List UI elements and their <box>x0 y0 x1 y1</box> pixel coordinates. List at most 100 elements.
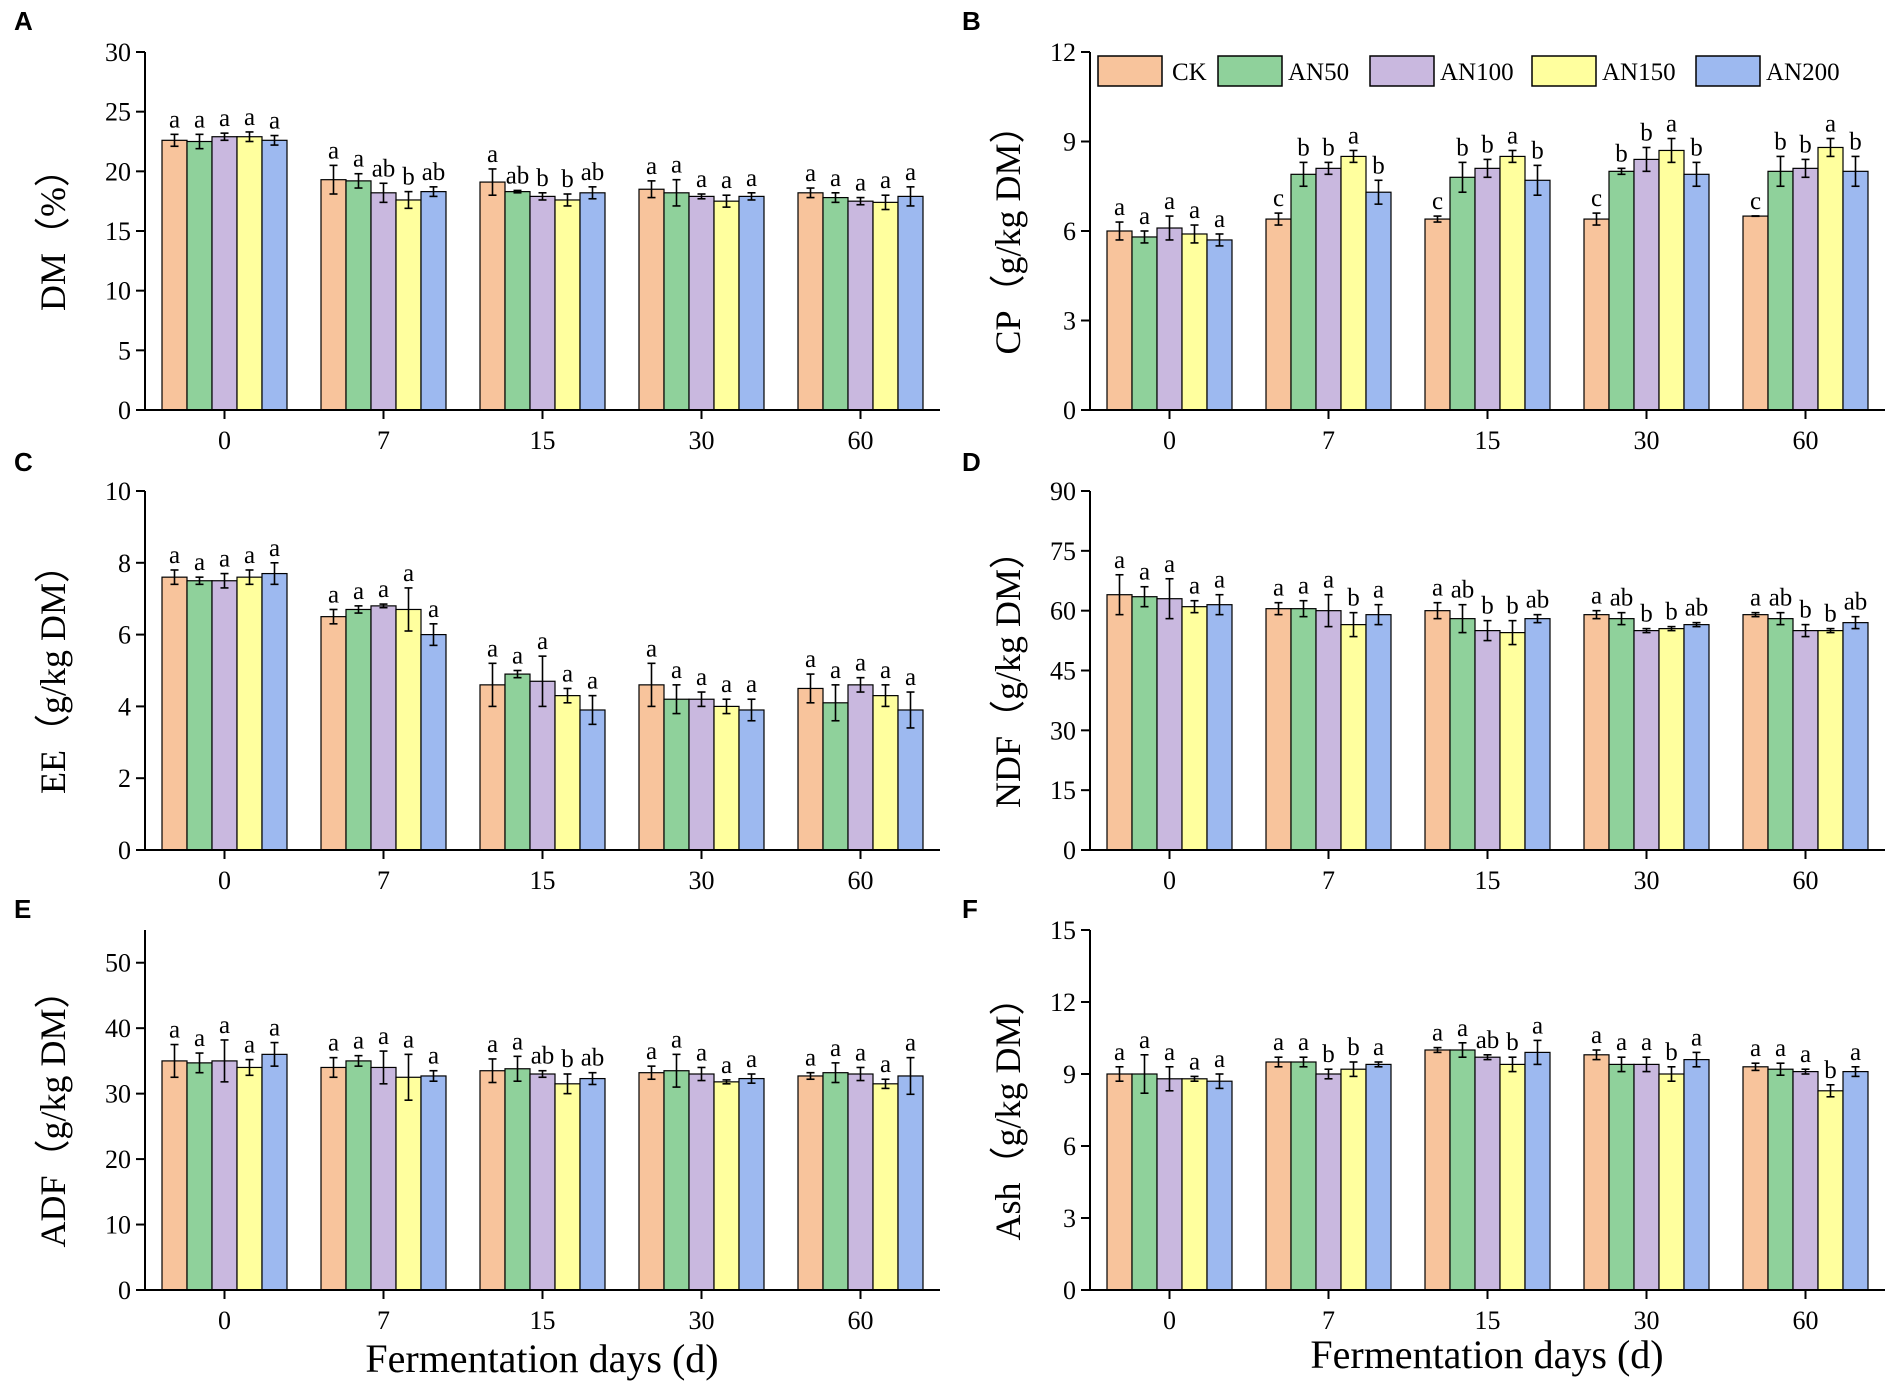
bar-an200 <box>1524 1051 1551 1291</box>
significance-letter: a <box>1457 1015 1468 1042</box>
bar-an200 <box>897 195 924 411</box>
bar-an100 <box>1156 598 1183 851</box>
bar-ck <box>320 616 347 851</box>
significance-letter: b <box>536 165 549 192</box>
bar-an200 <box>579 192 606 411</box>
bar-an150 <box>395 608 422 851</box>
legend-swatch-an100 <box>1369 55 1435 87</box>
bar-ck <box>1106 230 1133 411</box>
bar-an50 <box>1608 170 1635 411</box>
significance-letter: a <box>428 1043 439 1070</box>
y-tick-label: 75 <box>1050 537 1076 566</box>
significance-letter: a <box>1507 122 1518 149</box>
bar-an200 <box>1842 170 1869 411</box>
x-tick-label: 30 <box>689 1306 715 1335</box>
x-tick-label: 30 <box>689 426 715 455</box>
x-tick-label: 60 <box>848 1306 874 1335</box>
y-tick-label: 3 <box>1063 1204 1076 1233</box>
bar-an200 <box>738 1077 765 1291</box>
significance-letter: a <box>1691 1024 1702 1051</box>
significance-letter: a <box>746 165 757 192</box>
x-tick-label: 30 <box>1634 426 1660 455</box>
significance-letter: ab <box>531 1043 555 1070</box>
significance-letter: a <box>1432 575 1443 602</box>
bar-an150 <box>236 1066 263 1291</box>
bar-an150 <box>1658 628 1685 851</box>
significance-letter: b <box>1690 134 1703 161</box>
y-tick-label: 30 <box>105 38 131 67</box>
panel-letter: A <box>14 6 33 36</box>
significance-letter: c <box>1273 185 1284 212</box>
bar-an200 <box>1842 1070 1869 1291</box>
bar-an150 <box>1658 1073 1685 1291</box>
bar-an150 <box>554 199 581 411</box>
bar-an150 <box>1658 149 1685 411</box>
x-tick-label: 7 <box>1322 1306 1335 1335</box>
bar-an150 <box>1181 1078 1208 1291</box>
x-tick-label: 60 <box>1793 1306 1819 1335</box>
significance-letter: b <box>561 166 574 193</box>
significance-letter: a <box>1214 567 1225 594</box>
bar-an200 <box>1206 239 1233 411</box>
significance-letter: a <box>855 1039 866 1066</box>
significance-letter: a <box>905 159 916 186</box>
bar-ck <box>479 684 506 851</box>
significance-letter: ab <box>422 159 446 186</box>
legend-label-an200: AN200 <box>1766 59 1840 86</box>
significance-letter: ab <box>1844 589 1868 616</box>
bar-an200 <box>1524 179 1551 411</box>
significance-letter: a <box>487 141 498 168</box>
significance-letter: a <box>487 635 498 662</box>
significance-letter: ab <box>581 159 605 186</box>
significance-letter: a <box>880 657 891 684</box>
bar-an200 <box>1683 624 1710 851</box>
significance-letter: ab <box>1685 595 1709 622</box>
significance-letter: a <box>1591 583 1602 610</box>
bar-an100 <box>529 195 556 411</box>
bar-an50 <box>1290 608 1317 851</box>
bar-ck <box>638 1072 665 1291</box>
panel-letter: C <box>14 447 33 477</box>
y-tick-label: 20 <box>105 1145 131 1174</box>
bar-an100 <box>1315 167 1342 411</box>
significance-letter: a <box>1750 585 1761 612</box>
significance-letter: ab <box>1451 577 1475 604</box>
bar-an200 <box>1365 191 1392 411</box>
bar-an150 <box>554 695 581 851</box>
significance-letter: a <box>1750 1035 1761 1062</box>
significance-letter: a <box>830 657 841 684</box>
bar-an50 <box>1290 1061 1317 1291</box>
y-tick-label: 5 <box>118 336 131 365</box>
y-tick-label: 6 <box>1063 217 1076 246</box>
bar-an50 <box>345 608 372 851</box>
bar-an100 <box>1156 1078 1183 1291</box>
bar-ck <box>320 1066 347 1291</box>
y-tick-label: 0 <box>118 836 131 865</box>
bar-an150 <box>872 695 899 851</box>
significance-letter: b <box>1849 128 1862 155</box>
significance-letter: a <box>1532 1012 1543 1039</box>
bar-an200 <box>738 195 765 411</box>
bar-an50 <box>504 673 531 851</box>
significance-letter: a <box>1164 188 1175 215</box>
significance-letter: a <box>328 1030 339 1057</box>
significance-letter: a <box>1189 573 1200 600</box>
bar-an100 <box>688 1073 715 1291</box>
significance-letter: b <box>1506 1029 1519 1056</box>
significance-letter: b <box>402 164 415 191</box>
y-tick-label: 0 <box>1063 396 1076 425</box>
bar-an150 <box>713 705 740 851</box>
x-tick-label: 0 <box>1163 866 1176 895</box>
x-tick-label: 0 <box>218 426 231 455</box>
significance-letter: c <box>1750 188 1761 215</box>
bar-an50 <box>1131 596 1158 851</box>
x-tick-label: 60 <box>1793 866 1819 895</box>
bar-an100 <box>1633 630 1660 851</box>
bar-an150 <box>1817 1090 1844 1291</box>
significance-letter: a <box>169 1017 180 1044</box>
bar-an100 <box>370 1066 397 1291</box>
x-tick-label: 15 <box>1475 866 1501 895</box>
bar-an150 <box>1817 630 1844 851</box>
